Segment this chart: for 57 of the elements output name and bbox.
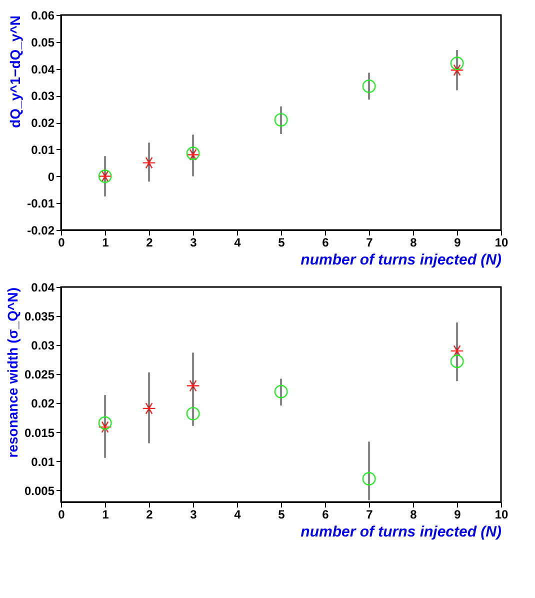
y-tick-label: 0.025 <box>24 368 55 382</box>
x-tick-label: 9 <box>454 508 462 522</box>
point <box>98 421 112 433</box>
x-tick-label: 2 <box>146 508 154 522</box>
x-tick-label: 1 <box>102 508 110 522</box>
x-tick-label: 10 <box>494 508 508 522</box>
x-tick-label: 8 <box>410 508 418 522</box>
y-axis-title: dQ_y^1−dQ_y^N <box>7 16 24 128</box>
y-tick-label: 0.05 <box>31 35 55 50</box>
x-tick-label: 6 <box>322 508 330 522</box>
y-tick-label: -0.02 <box>27 224 55 238</box>
x-tick-label: 2 <box>146 236 154 250</box>
x-tick-label: 3 <box>190 236 198 250</box>
y-tick-label: 0.03 <box>31 338 55 353</box>
point <box>274 113 288 127</box>
y-tick-label: 0.02 <box>31 116 55 130</box>
y-tick-label: 0 <box>48 170 55 184</box>
x-axis-title: number of turns injected (N) <box>300 524 502 540</box>
x-tick-label: 5 <box>278 508 286 522</box>
y-tick-label: 0.035 <box>24 310 55 324</box>
point <box>274 384 288 398</box>
x-tick-label: 3 <box>190 508 198 522</box>
x-tick-label: 0 <box>58 508 66 522</box>
point <box>98 416 112 430</box>
point <box>450 64 464 76</box>
point <box>362 80 376 93</box>
y-axis-title: resonance width (σ_Q^N) <box>4 288 20 458</box>
y-tick-label: 0.01 <box>31 454 55 469</box>
x-tick-label: 1 <box>102 236 110 250</box>
y-tick-label: 0.03 <box>31 89 55 104</box>
point <box>142 402 156 414</box>
x-tick-label: 0 <box>58 236 66 250</box>
point <box>142 156 156 169</box>
x-tick-label: 10 <box>494 236 508 250</box>
x-axis-title: number of turns injected (N) <box>300 252 502 268</box>
x-tick-label: 9 <box>454 236 462 250</box>
point <box>362 472 376 486</box>
point <box>450 354 464 368</box>
x-tick-label: 7 <box>366 508 374 522</box>
x-tick-label: 6 <box>322 236 330 250</box>
x-tick-label: 4 <box>234 508 242 522</box>
point <box>450 56 464 70</box>
y-tick-label: 0.04 <box>31 62 55 76</box>
y-tick-label: 0.02 <box>31 396 55 411</box>
y-tick-label: 0.005 <box>24 484 55 498</box>
y-tick-label: 0.06 <box>31 8 55 22</box>
y-tick-label: 0.01 <box>31 142 55 157</box>
y-tick-label: 0.04 <box>31 280 55 294</box>
x-tick-label: 4 <box>234 236 242 250</box>
point <box>450 344 464 357</box>
x-tick-label: 8 <box>410 236 418 250</box>
y-tick-label: -0.01 <box>27 196 55 211</box>
x-tick-label: 7 <box>366 236 374 250</box>
x-tick-label: 5 <box>278 236 286 250</box>
point <box>186 380 200 392</box>
point <box>186 406 200 420</box>
y-tick-label: 0.015 <box>24 426 55 440</box>
